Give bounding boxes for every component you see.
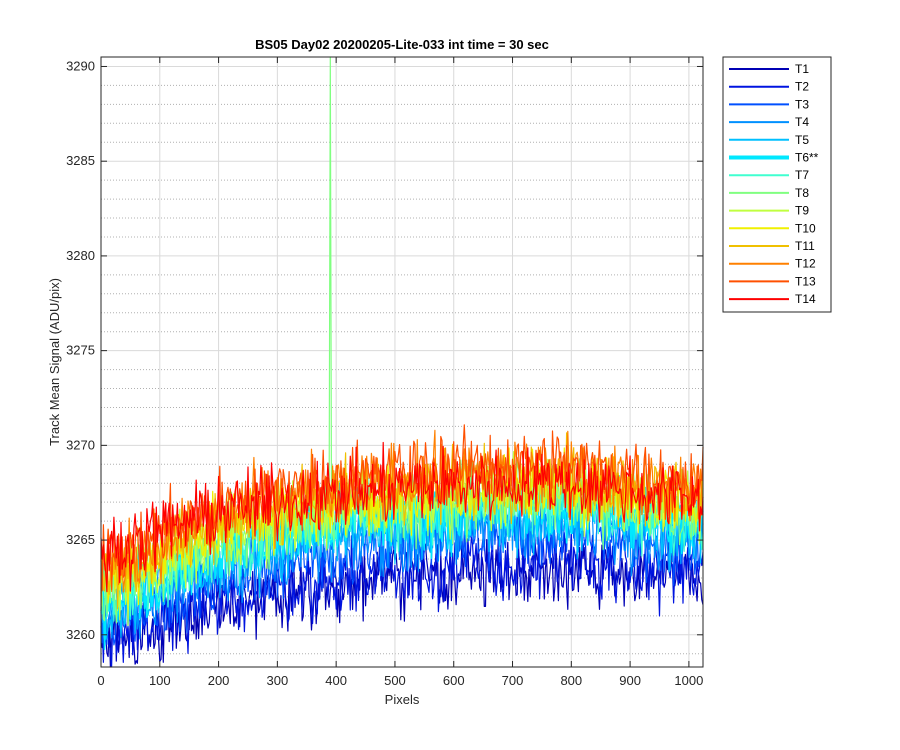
legend-label-t14: T14 <box>795 292 816 306</box>
y-tick-label: 3290 <box>66 58 95 73</box>
chart-title: BS05 Day02 20200205-Lite-033 int time = … <box>255 37 549 52</box>
legend-label-t4: T4 <box>795 115 809 129</box>
series-lines <box>100 56 704 668</box>
legend-label-t7: T7 <box>795 168 809 182</box>
y-axis-label: Track Mean Signal (ADU/pix) <box>47 278 62 446</box>
x-tick-label: 1000 <box>674 673 703 688</box>
x-axis-label: Pixels <box>385 692 420 707</box>
legend-label-t6: T6** <box>795 151 819 165</box>
plot-frame <box>100 56 704 668</box>
series-line-t14 <box>100 441 704 593</box>
legend-label-t1: T1 <box>795 62 809 76</box>
legend-label-t13: T13 <box>795 274 816 288</box>
y-tick-label: 3265 <box>66 532 95 547</box>
axis-ticks: 0 100 200 300 400 500 600 700 800 900 1000 3260 3265… <box>66 57 703 688</box>
legend-label-t10: T10 <box>795 221 816 235</box>
x-tick-label: 100 <box>149 673 171 688</box>
y-tick-label: 3260 <box>66 627 95 642</box>
y-tick-label: 3270 <box>66 437 95 452</box>
y-tick-label: 3285 <box>66 153 95 168</box>
legend-label-t12: T12 <box>795 257 816 271</box>
x-tick-label: 300 <box>267 673 289 688</box>
x-tick-label: 700 <box>502 673 524 688</box>
legend-label-t2: T2 <box>795 80 809 94</box>
legend: T1 T2 T3 T4 T5 T6** T7 T8 T9 T10 T11 T12 T13 T14 <box>722 56 832 313</box>
legend-label-t9: T9 <box>795 204 809 218</box>
x-tick-label: 800 <box>560 673 582 688</box>
legend-label-t8: T8 <box>795 186 809 200</box>
x-tick-label: 400 <box>325 673 347 688</box>
legend-box <box>722 56 832 313</box>
legend-label-t11: T11 <box>795 239 815 253</box>
legend-items: T1 T2 T3 T4 T5 T6** T7 T8 T9 T10 T11 T12 T13 T14 <box>729 62 819 306</box>
x-tick-label: 500 <box>384 673 406 688</box>
y-tick-label: 3280 <box>66 248 95 263</box>
x-tick-label: 900 <box>619 673 641 688</box>
x-tick-label: 0 <box>97 673 104 688</box>
legend-label-t5: T5 <box>795 133 809 147</box>
x-tick-label: 200 <box>208 673 230 688</box>
y-tick-label: 3275 <box>66 343 95 358</box>
x-tick-label: 600 <box>443 673 465 688</box>
legend-label-t3: T3 <box>795 97 809 111</box>
